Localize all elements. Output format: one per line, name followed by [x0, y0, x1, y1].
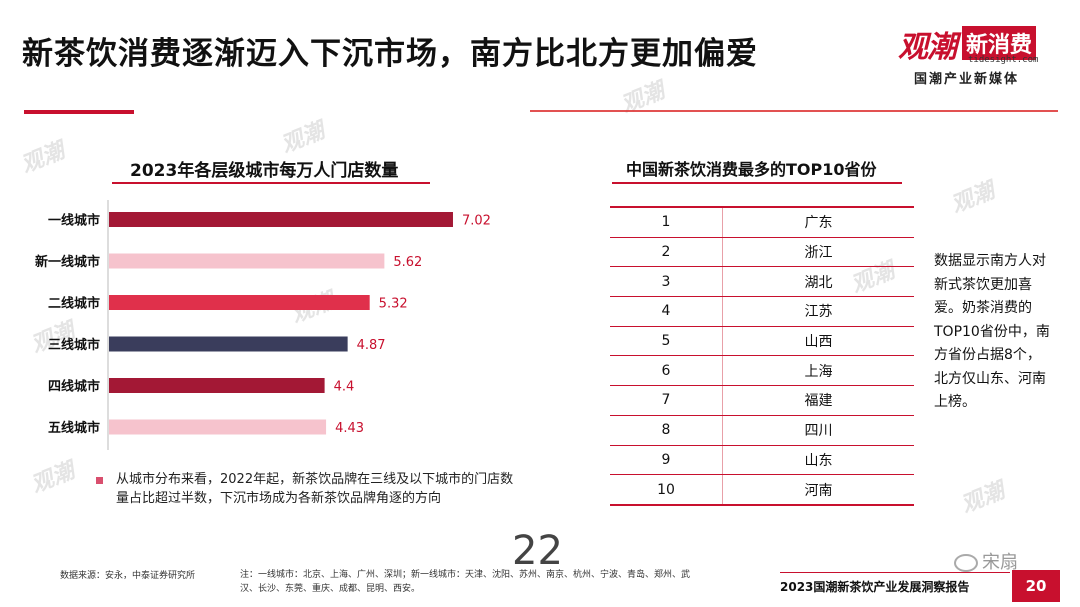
province-cell: 上海: [722, 355, 914, 387]
category-label: 四线城市: [48, 379, 100, 395]
bar: [109, 253, 385, 269]
rank-cell: 8: [610, 415, 723, 446]
category-label: 二线城市: [48, 296, 100, 312]
watermark-logo: 观潮: [17, 138, 69, 179]
chart-note: 从城市分布来看，2022年起，新茶饮品牌在三线及以下城市的门店数量占比超过半数，…: [116, 472, 514, 506]
page-title: 新茶饮消费逐渐迈入下沉市场，南方比北方更加偏爱: [22, 36, 758, 72]
top10-table: 1 广东 2 浙江 3 湖北 4 江苏 5 山西 6 上海 7 福建 8 四川 9 山东 10 河南: [610, 205, 914, 506]
bar: [109, 378, 325, 393]
logo-subtitle: 国潮产业新媒体: [914, 72, 1020, 87]
table-row: 3 湖北: [610, 266, 914, 298]
watermark-logo: 观潮: [27, 458, 79, 499]
rank-cell: 3: [610, 266, 723, 298]
table-row: 2 浙江: [610, 237, 914, 268]
province-cell: 江苏: [722, 296, 914, 327]
watermark-logo: 观潮: [957, 478, 1009, 519]
province-cell: 河南: [722, 474, 914, 506]
footnote: 注：一线城市：北京、上海、广州、深圳；新一线城市：天津、沈阳、苏州、南京、杭州、…: [240, 570, 691, 594]
wechat-icon: [954, 554, 978, 572]
wechat-account-name: 宋扇: [982, 552, 1018, 573]
watermark-logo: 观潮: [277, 118, 329, 159]
wechat-account: 宋扇: [954, 548, 1018, 574]
province-cell: 浙江: [722, 237, 914, 268]
province-cell: 四川: [722, 415, 914, 446]
logo-url: tidesight.com: [968, 55, 1039, 65]
rank-cell: 2: [610, 237, 723, 268]
bar: [109, 295, 370, 310]
bar: [109, 212, 453, 227]
category-label: 新一线城市: [35, 254, 100, 270]
rank-cell: 10: [610, 474, 723, 506]
rank-cell: 1: [610, 205, 723, 238]
category-label: 三线城市: [48, 337, 100, 353]
page-number-overlay: 22: [512, 528, 563, 574]
data-label: 4.43: [335, 421, 364, 436]
side-commentary: 数据显示南方人对新式茶饮更加喜爱。奶茶消费的TOP10省份中，南方省份占据8个，…: [934, 253, 1050, 410]
footer-rule: [780, 572, 1010, 573]
rank-cell: 4: [610, 296, 723, 327]
brand-logo: 观潮 新消费 tidesight.com 国潮产业新媒体: [898, 22, 1058, 92]
watermark-logo: 观潮: [617, 78, 669, 119]
table-row: 1 广东: [610, 205, 914, 238]
table-row: 7 福建: [610, 385, 914, 416]
category-label: 五线城市: [48, 420, 100, 436]
watermark-logo: 观潮: [947, 178, 999, 219]
bar: [109, 336, 348, 352]
data-label: 4.4: [334, 380, 355, 395]
title-accent-rule: [24, 110, 134, 114]
bar: [109, 419, 327, 435]
category-label: 一线城市: [48, 213, 100, 229]
table-row: 9 山东: [610, 445, 914, 476]
data-label: 4.87: [357, 338, 386, 353]
rank-cell: 5: [610, 326, 723, 357]
rank-cell: 7: [610, 385, 723, 416]
province-cell: 湖北: [722, 266, 914, 298]
province-cell: 山西: [722, 326, 914, 357]
table-row: 6 上海: [610, 355, 914, 387]
note-bullet-icon: [96, 477, 103, 484]
logo-main-text: 观潮: [898, 30, 957, 65]
data-label: 7.02: [462, 214, 491, 229]
data-label: 5.32: [379, 297, 408, 312]
table-row: 10 河南: [610, 474, 914, 506]
province-cell: 福建: [722, 385, 914, 416]
table-title: 中国新茶饮消费最多的TOP10省份: [626, 160, 877, 179]
logo-box-text: 新消费: [962, 26, 1037, 60]
rank-cell: 9: [610, 445, 723, 476]
bar-chart: 一线城市 7.02 新一线城市 5.62 二线城市 5.32 三线城市 4.87 四线城市 4.4…: [35, 200, 491, 450]
data-source: 数据来源：安永，中泰证券研究所: [60, 571, 196, 581]
page-badge: 20: [1012, 570, 1060, 602]
table-row: 5 山西: [610, 326, 914, 357]
chart-title: 2023年各层级城市每万人门店数量: [130, 161, 399, 181]
province-cell: 山东: [722, 445, 914, 476]
report-title: 2023国潮新茶饮产业发展洞察报告: [780, 580, 970, 594]
rank-cell: 6: [610, 355, 723, 387]
table-row: 4 江苏: [610, 296, 914, 327]
data-label: 5.62: [393, 255, 422, 270]
chart-title-underline: [112, 182, 430, 184]
table-title-underline: [612, 182, 902, 184]
table-row: 8 四川: [610, 415, 914, 446]
province-cell: 广东: [722, 205, 914, 238]
title-divider: [530, 110, 1058, 112]
